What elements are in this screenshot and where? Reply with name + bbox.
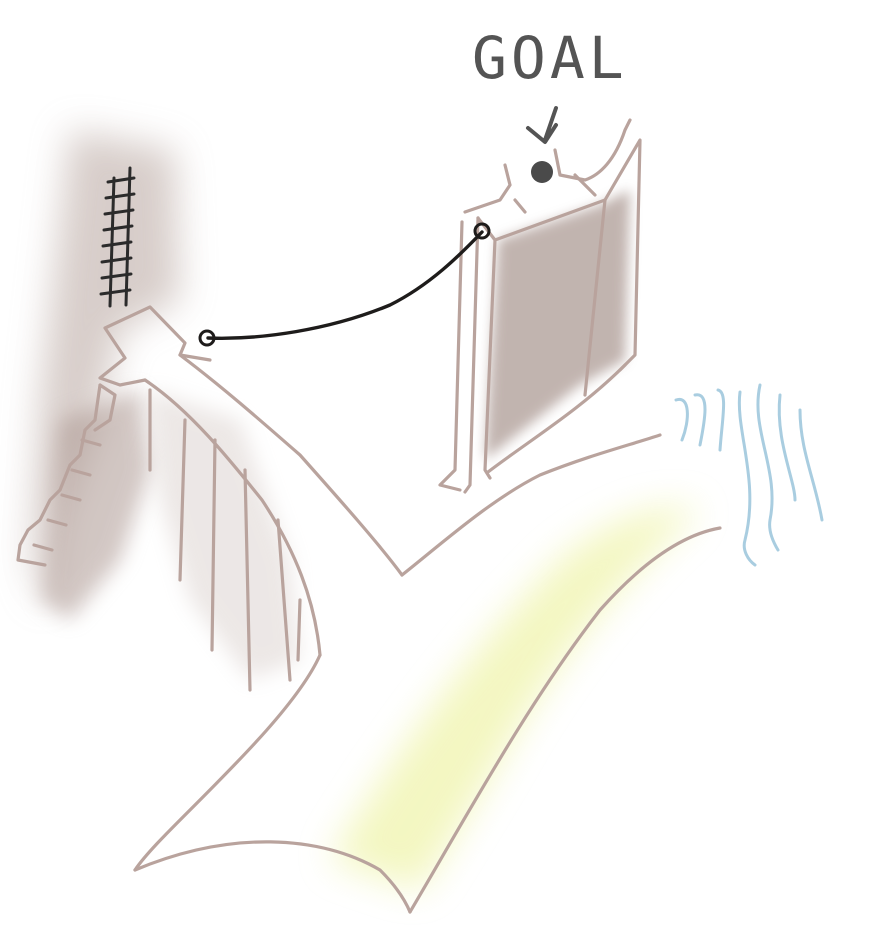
water-waves-icon [674,383,824,567]
ladder-icon [99,166,136,308]
tower-panel [476,198,627,480]
rope-line [206,230,484,340]
cliff-face-shadow [150,390,300,680]
tower-left-post [438,216,480,494]
goal-dot-icon [531,161,553,183]
rope-anchor-right [473,222,491,240]
path-right-edge [408,526,722,914]
tower-face-shade [485,190,630,460]
tower-top [463,118,632,214]
left-steps [16,383,117,567]
ground-ridge-right [400,433,662,577]
left-wall-lower-shadow [40,390,150,620]
outline-layer [16,118,722,914]
ridge-outline-bottom [143,378,322,657]
ridge-outline-top [178,353,404,577]
goal-marker-group: GOAL [472,24,628,183]
rope-anchor-left [198,329,216,347]
path-left-edge [133,653,322,872]
rope-group [198,222,491,347]
path-bottom-edge [133,840,412,914]
goal-label: GOAL [472,24,628,92]
cliff-hatch [148,388,302,692]
left-platform-outline [98,305,212,387]
arrow-down-icon [526,106,558,144]
